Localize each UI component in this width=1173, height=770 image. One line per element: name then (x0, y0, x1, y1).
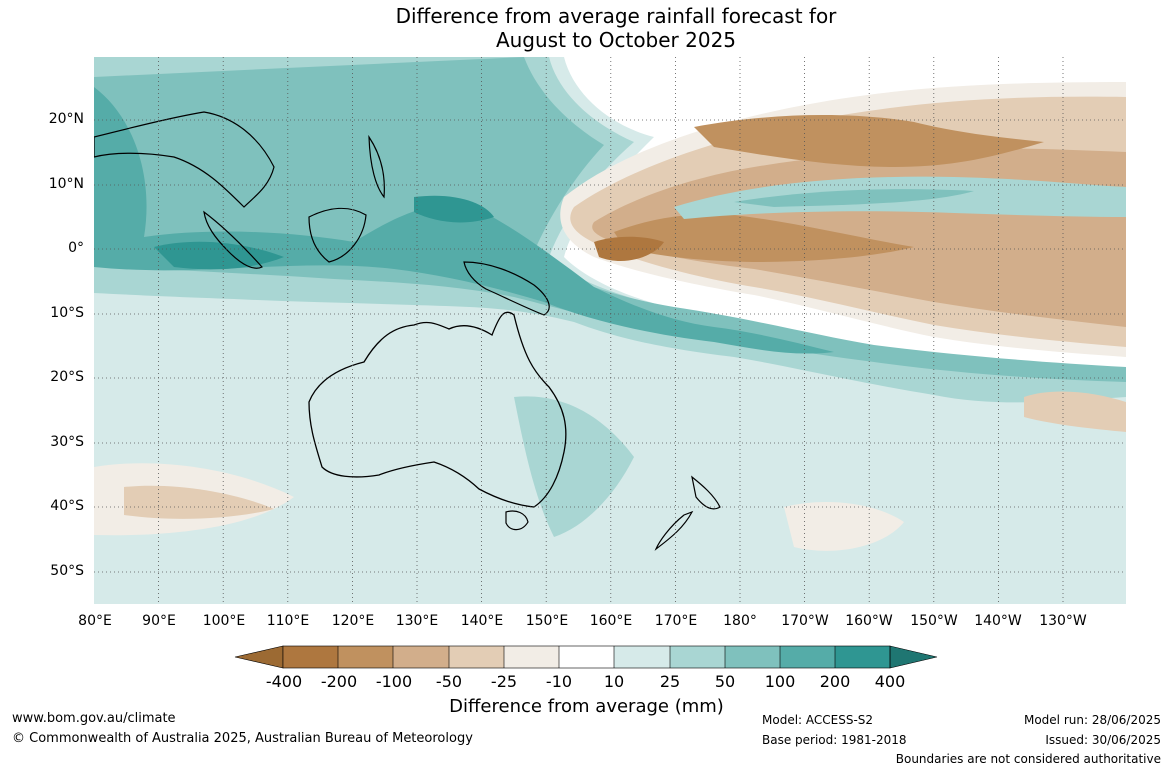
model-text: Model: ACCESS-S2 (762, 713, 874, 727)
lat-label-10n: 10°N (48, 176, 84, 192)
colorbar-tick-200: 200 (819, 672, 851, 691)
title-line-2: August to October 2025 (495, 28, 737, 52)
lon-label-90e: 90°E (142, 613, 176, 629)
colorbar-swatch-9 (725, 646, 780, 668)
lon-label-110e: 110°E (266, 613, 310, 629)
rainfall-anomaly-map (94, 57, 1126, 604)
colorbar-tick-100: 100 (764, 672, 796, 691)
colorbar-swatch-2 (338, 646, 393, 668)
colorbar (230, 645, 942, 695)
lon-label-140w: 140°W (974, 613, 1022, 629)
colorbar-arrow-low (234, 645, 284, 669)
website-link[interactable]: www.bom.gov.au/climate (12, 711, 176, 726)
colorbar-swatch-3 (393, 646, 449, 668)
colorbar-title: Difference from average (mm) (449, 696, 724, 717)
lon-label-160e: 160°E (589, 613, 633, 629)
coastline-new-zealand-north (691, 475, 721, 510)
anomaly-region-south-wet-2 (514, 396, 634, 537)
lon-label-150w: 150°W (910, 613, 958, 629)
colorbar-tick-400: 400 (874, 672, 906, 691)
coastline-australia (308, 311, 567, 508)
colorbar-tick-m50: -50 (435, 672, 463, 691)
coastline-sumatra (203, 210, 263, 269)
colorbar-swatch-4 (449, 646, 504, 668)
anomaly-region-wet-stripe-2 (734, 189, 974, 207)
lon-label-140e: 140°E (460, 613, 504, 629)
coastline-new-zealand-south (654, 510, 694, 551)
anomaly-region-wet-north-3 (94, 57, 1126, 382)
lat-label-0: 0° (68, 240, 84, 256)
anomaly-region-south-dry-3 (784, 502, 904, 551)
lon-label-150e: 150°E (525, 613, 569, 629)
lon-label-130w: 130°W (1039, 613, 1087, 629)
lat-label-20n: 20°N (48, 111, 84, 127)
lat-label-30s: 30°S (50, 434, 84, 450)
coastline-borneo (308, 207, 367, 263)
lon-label-120e: 120°E (331, 613, 375, 629)
coastline-tasmania (505, 510, 529, 531)
title-line-1: Difference from average rainfall forecas… (395, 4, 837, 28)
lon-label-170e: 170°E (654, 613, 698, 629)
anomaly-region-south-dry-2 (124, 485, 274, 519)
coastline-indochina (94, 111, 275, 208)
coastline-philippines (368, 134, 385, 199)
colorbar-tick-m100: -100 (375, 672, 413, 691)
anomaly-region-dry-4 (614, 214, 914, 262)
lon-label-180: 180° (723, 613, 757, 629)
lat-label-20s: 20°S (50, 369, 84, 385)
issued-text: Issued: 30/06/2025 (1045, 733, 1161, 747)
colorbar-swatch-1 (283, 646, 338, 668)
lon-label-160w: 160°W (845, 613, 893, 629)
colorbar-arrow-high (889, 645, 938, 669)
base-period-text: Base period: 1981-2018 (762, 733, 907, 747)
copyright-text: © Commonwealth of Australia 2025, Austra… (12, 731, 473, 746)
lat-label-10s: 10°S (50, 305, 84, 321)
anomaly-region-south-dry-4 (1024, 391, 1126, 432)
colorbar-swatch-5 (504, 646, 559, 668)
colorbar-swatch-8 (670, 646, 725, 668)
coastline-new-guinea (463, 261, 550, 316)
colorbar-tick-m400: -400 (265, 672, 303, 691)
lon-label-130e: 130°E (395, 613, 439, 629)
colorbar-swatch-7 (614, 646, 670, 668)
anomaly-region-dry-5 (594, 236, 664, 262)
model-run-text: Model run: 28/06/2025 (1023, 713, 1161, 727)
lon-label-170w: 170°W (781, 613, 829, 629)
colorbar-swatch-6 (559, 646, 614, 668)
colorbar-border (282, 645, 891, 669)
lat-label-50s: 50°S (50, 563, 84, 579)
colorbar-swatch-10 (780, 646, 835, 668)
colorbar-tick-m25: -25 (490, 672, 518, 691)
lon-label-100e: 100°E (202, 613, 246, 629)
anomaly-region-wet-peak-2 (414, 195, 494, 223)
colorbar-tick-25: 25 (659, 672, 681, 691)
colorbar-tick-50: 50 (714, 672, 736, 691)
gridlines (94, 57, 1126, 604)
colorbar-tick-m10: -10 (545, 672, 573, 691)
colorbar-swatch-11 (835, 646, 890, 668)
lat-label-40s: 40°S (50, 498, 84, 514)
boundaries-disclaimer: Boundaries are not considered authoritat… (895, 752, 1161, 766)
colorbar-tick-10: 10 (603, 672, 625, 691)
chart-title: Difference from average rainfall forecas… (0, 4, 1173, 52)
colorbar-tick-m200: -200 (320, 672, 358, 691)
lon-label-80e: 80°E (78, 613, 112, 629)
